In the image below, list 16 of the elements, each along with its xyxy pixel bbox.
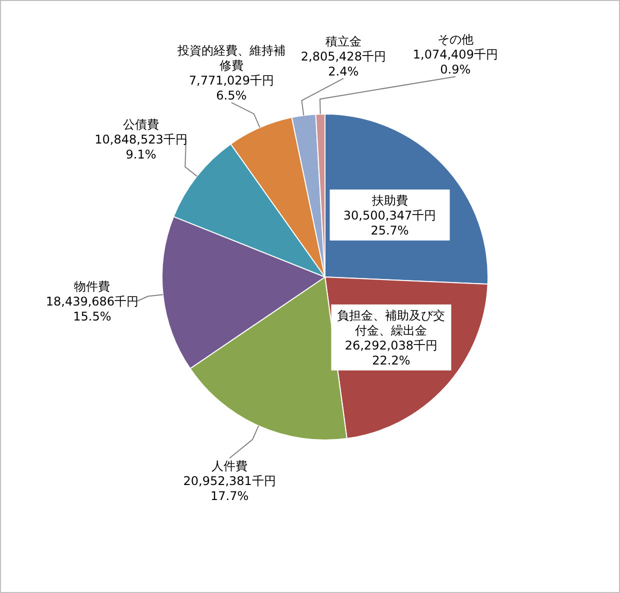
slice-label: 人件費 xyxy=(212,459,248,474)
slice-label: その他 xyxy=(437,32,474,47)
slice-label: 負担金、補助及び交付金、繰出金 xyxy=(337,308,446,338)
data-label: 1,074,409千円 0.9% xyxy=(412,48,498,77)
slice-label: 投資的経費、維持補修費 xyxy=(176,44,286,73)
slice-label: 物件費 xyxy=(74,280,110,294)
data-label: 7,771,029千円 6.5% xyxy=(188,74,274,103)
data-label: 18,439,686千円 15.5% xyxy=(46,294,139,324)
slice-label: 公債費 xyxy=(123,118,160,132)
slice-label: 扶助費 xyxy=(370,194,408,208)
data-label: 20,952,381千円 17.7% xyxy=(183,474,276,504)
data-label: 10,848,523千円 9.1% xyxy=(94,132,188,162)
data-label: 26,292,038千円 22.2% xyxy=(344,338,438,368)
data-label: 30,500,347千円 25.7% xyxy=(343,208,436,238)
slice-label: 積立金 xyxy=(325,34,362,48)
data-label: 2,805,428千円 2.4% xyxy=(300,49,386,78)
